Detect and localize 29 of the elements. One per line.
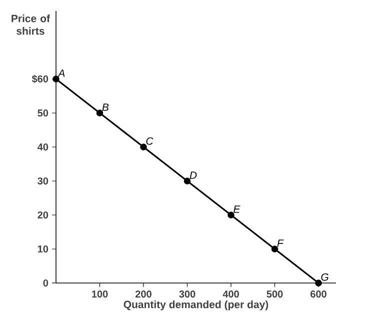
- point: [140, 144, 147, 150]
- point: [271, 246, 278, 252]
- x-tick-label: 400: [222, 290, 239, 298]
- point: [315, 280, 322, 286]
- point: [184, 178, 191, 184]
- y-tick-label: $60: [32, 74, 48, 84]
- y-tick-label: 50: [38, 109, 48, 117]
- x-tick-label: 500: [266, 290, 283, 298]
- annotation: G: [321, 273, 328, 281]
- annotation: B: [102, 104, 109, 111]
- point: [52, 76, 60, 82]
- point: [96, 110, 104, 116]
- annotation: F: [277, 240, 284, 247]
- x-tick-label: 200: [136, 290, 152, 298]
- x-tick-label: 300: [179, 290, 196, 298]
- annotation: D: [190, 172, 197, 179]
- point: [228, 212, 234, 218]
- y-tick-label: 20: [38, 211, 48, 219]
- y-axis-title: Price of shirts: [12, 14, 50, 35]
- annotation: A: [58, 70, 65, 77]
- y-tick-label: 40: [38, 143, 48, 151]
- x-tick-label: 100: [92, 290, 108, 298]
- y-tick-label: 0: [43, 279, 48, 287]
- y-tick-label: 10: [38, 245, 48, 253]
- y-tick-label: 30: [38, 177, 48, 185]
- x-tick-label: 600: [310, 290, 326, 298]
- annotation: E: [234, 206, 240, 213]
- annotation: C: [146, 137, 154, 145]
- x-axis-title: Quantity demanded (per day): [124, 300, 268, 310]
